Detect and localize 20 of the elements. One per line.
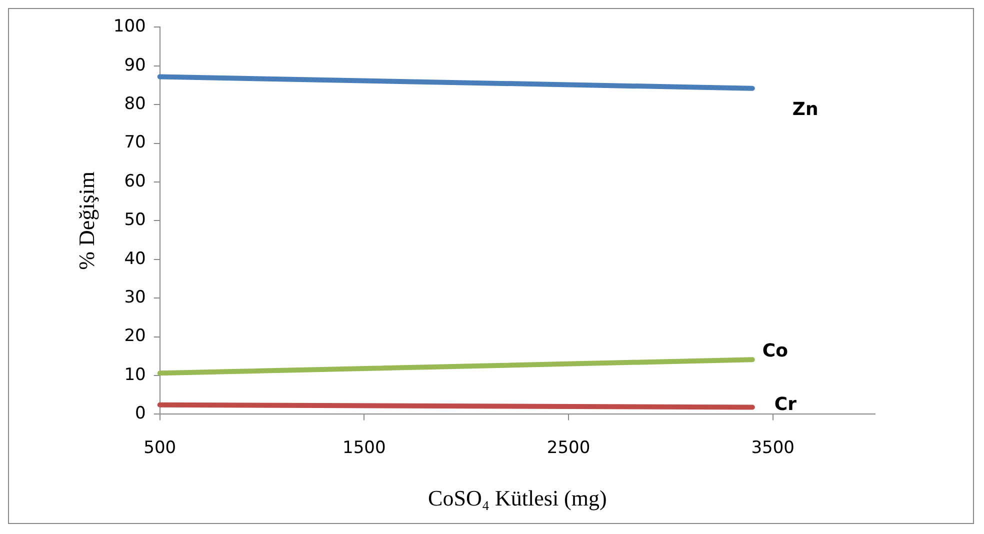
y-tick-label: 90 bbox=[124, 55, 146, 76]
y-axis-title: % Değişim bbox=[74, 172, 99, 270]
y-tick-label: 40 bbox=[124, 248, 146, 269]
y-tick-label: 100 bbox=[113, 16, 146, 37]
y-tick-label: 70 bbox=[124, 132, 146, 153]
y-tick-label: 0 bbox=[135, 404, 146, 424]
x-axis-title: CoSO₄ Kütlesi (mg) bbox=[428, 486, 607, 511]
series-label: Cr bbox=[774, 394, 797, 415]
x-tick-label: 2500 bbox=[546, 438, 590, 458]
text: Zn bbox=[792, 99, 818, 120]
y-tick-label: 80 bbox=[124, 94, 146, 114]
x-tick-label: 1500 bbox=[342, 438, 386, 458]
x-tick-label: 3500 bbox=[751, 438, 794, 458]
x-tick-label: 500 bbox=[144, 438, 176, 458]
y-tick-label: 60 bbox=[124, 171, 146, 192]
y-tick-label: 10 bbox=[124, 364, 146, 385]
series-label: Co bbox=[762, 340, 788, 362]
y-tick-label: 50 bbox=[124, 210, 146, 230]
y-tick-label: 20 bbox=[124, 326, 146, 346]
y-tick-label: 30 bbox=[124, 288, 146, 308]
